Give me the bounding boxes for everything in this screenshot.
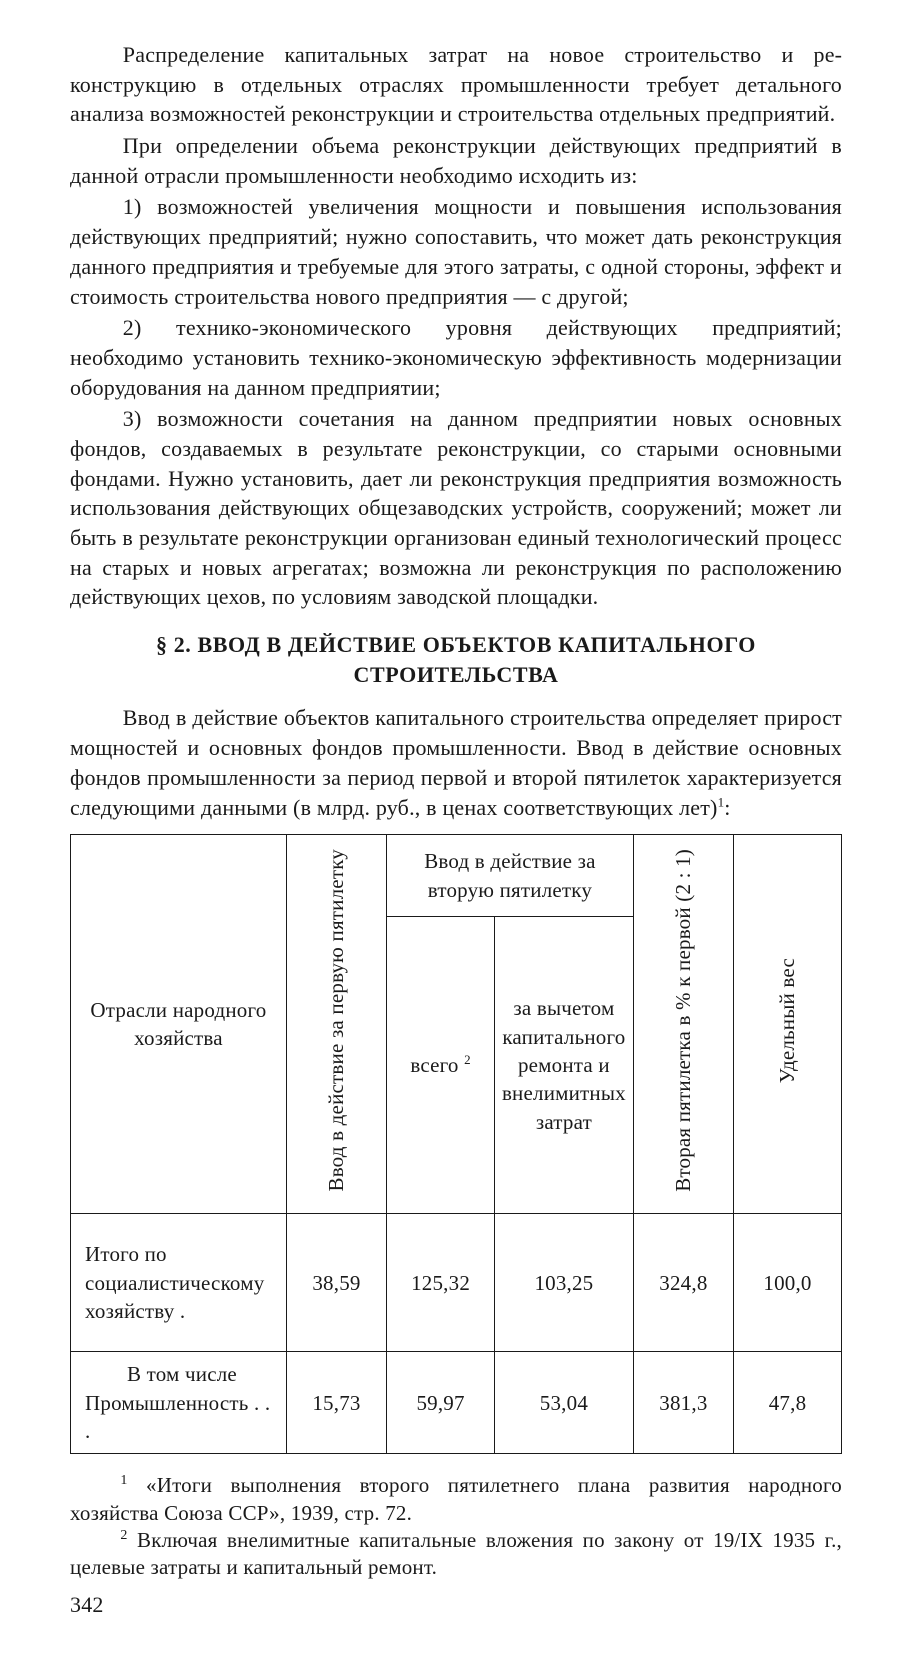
cell: 15,73 xyxy=(286,1352,386,1454)
list-item: 2) технико-экономического уровня действу… xyxy=(70,313,842,402)
cell: 103,25 xyxy=(495,1214,634,1352)
row-label-text: Промышленность . . . xyxy=(85,1391,270,1443)
row-label: Итого по социалисти­ческому хозяйству . xyxy=(71,1214,287,1352)
section-heading-line1: § 2. ВВОД В ДЕЙСТВИЕ ОБЪЕКТОВ КАПИТАЛЬНО… xyxy=(156,632,756,657)
cell: 324,8 xyxy=(633,1214,733,1352)
table-row: Итого по социалисти­ческому хозяйству . … xyxy=(71,1214,842,1352)
row-label-prefix: В том числе xyxy=(85,1360,280,1388)
footnote-marker: 1 xyxy=(120,1473,127,1488)
footnote-text: Включая внелимитные капитальные вложения… xyxy=(70,1528,842,1579)
footnote: 2 Включая внелимитные капитальные вложен… xyxy=(70,1527,842,1582)
col-header-share: Удельный вес xyxy=(734,835,842,1214)
section-heading-line2: СТРОИТЕЛЬСТВА xyxy=(353,662,558,687)
cell: 47,8 xyxy=(734,1352,842,1454)
footnotes: 1 «Итоги выполнения второго пятилетнего … xyxy=(70,1472,842,1581)
col-header-second-total: всего 2 xyxy=(387,917,495,1214)
col-header-branch: Отрасли народного хозяйства xyxy=(71,835,287,1214)
footnote-marker: 2 xyxy=(120,1528,127,1543)
cell: 381,3 xyxy=(633,1352,733,1454)
list-item: 3) возможности сочетания на данном предп… xyxy=(70,404,842,612)
section-heading: § 2. ВВОД В ДЕЙСТВИЕ ОБЪЕКТОВ КАПИТАЛЬНО… xyxy=(70,630,842,689)
vertical-label: Удельный вес xyxy=(774,952,800,1089)
page: Распределение капитальных затрат на ново… xyxy=(0,0,912,1659)
cell: 125,32 xyxy=(387,1214,495,1352)
footnote-ref: 2 xyxy=(464,1052,471,1067)
footnote-text: «Итоги выполнения второго пятилетнего пл… xyxy=(70,1473,842,1524)
col-header-ratio: Вторая пятилетка в % к первой (2 : 1) xyxy=(633,835,733,1214)
cell: 38,59 xyxy=(286,1214,386,1352)
row-label: В том числе Промышленность . . . xyxy=(71,1352,287,1454)
list-item: 1) возможностей увеличения мощности и по… xyxy=(70,192,842,311)
cell: 53,04 xyxy=(495,1352,634,1454)
table-row: В том числе Промышленность . . . 15,73 5… xyxy=(71,1352,842,1454)
col-header-second-group: Ввод в действие за вторую пятилетку xyxy=(387,835,634,917)
data-table: Отрасли народного хозяйства Ввод в дейст… xyxy=(70,834,842,1454)
cell: 100,0 xyxy=(734,1214,842,1352)
paragraph: Распределение капитальных затрат на ново… xyxy=(70,40,842,129)
paragraph-text: : xyxy=(724,795,730,820)
paragraph: Ввод в действие объектов капитального ст… xyxy=(70,703,842,822)
page-number: 342 xyxy=(70,1590,842,1620)
paragraph: При определении объема реконструкции дей… xyxy=(70,131,842,190)
label-text: всего xyxy=(410,1053,464,1077)
col-header-first-plan: Ввод в действие за первую пятилетку xyxy=(286,835,386,1214)
col-header-second-net: за вычетом капиталь­ного ремон­та и вне­… xyxy=(495,917,634,1214)
cell: 59,97 xyxy=(387,1352,495,1454)
vertical-label: Вторая пятилетка в % к первой (2 : 1) xyxy=(670,843,696,1198)
vertical-label: Ввод в действие за первую пятилетку xyxy=(323,843,349,1198)
